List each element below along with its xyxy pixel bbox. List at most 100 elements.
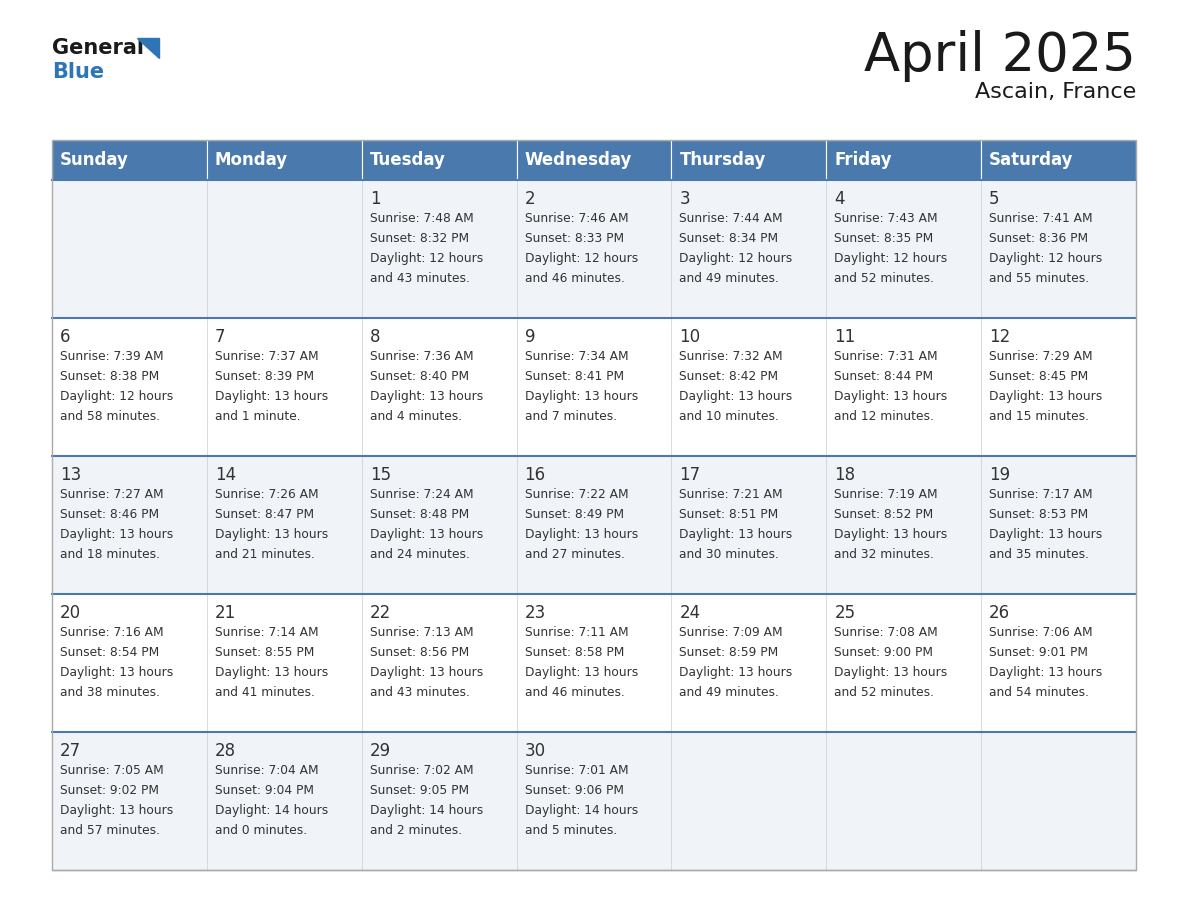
Text: and 58 minutes.: and 58 minutes. — [61, 410, 160, 423]
Bar — [52, 732, 207, 870]
Text: Sunrise: 7:36 AM: Sunrise: 7:36 AM — [369, 350, 473, 363]
Text: Daylight: 12 hours: Daylight: 12 hours — [834, 252, 948, 265]
Text: Sunrise: 7:29 AM: Sunrise: 7:29 AM — [990, 350, 1093, 363]
Text: 17: 17 — [680, 466, 701, 484]
Bar — [361, 180, 517, 318]
Text: Sunrise: 7:44 AM: Sunrise: 7:44 AM — [680, 212, 783, 225]
Bar — [981, 180, 1136, 318]
Bar — [207, 456, 361, 594]
Text: and 30 minutes.: and 30 minutes. — [680, 548, 779, 561]
Text: 16: 16 — [525, 466, 545, 484]
Text: and 57 minutes.: and 57 minutes. — [61, 824, 160, 837]
Bar — [981, 140, 1136, 180]
Text: 2: 2 — [525, 190, 536, 208]
Text: Sunrise: 7:14 AM: Sunrise: 7:14 AM — [215, 626, 318, 639]
Text: and 54 minutes.: and 54 minutes. — [990, 686, 1089, 699]
Text: Sunset: 8:49 PM: Sunset: 8:49 PM — [525, 508, 624, 521]
Text: 11: 11 — [834, 328, 855, 346]
Text: Friday: Friday — [834, 151, 892, 169]
Text: Sunset: 8:51 PM: Sunset: 8:51 PM — [680, 508, 778, 521]
Text: 8: 8 — [369, 328, 380, 346]
Text: and 1 minute.: and 1 minute. — [215, 410, 301, 423]
Text: and 27 minutes.: and 27 minutes. — [525, 548, 625, 561]
Text: Sunset: 8:54 PM: Sunset: 8:54 PM — [61, 646, 159, 659]
Text: Daylight: 12 hours: Daylight: 12 hours — [61, 390, 173, 403]
Bar — [827, 180, 981, 318]
Bar — [671, 456, 827, 594]
Text: Daylight: 13 hours: Daylight: 13 hours — [61, 666, 173, 679]
Bar — [361, 140, 517, 180]
Text: Sunrise: 7:24 AM: Sunrise: 7:24 AM — [369, 488, 473, 501]
Text: Daylight: 13 hours: Daylight: 13 hours — [680, 666, 792, 679]
Bar — [671, 318, 827, 456]
Text: Daylight: 13 hours: Daylight: 13 hours — [61, 804, 173, 817]
Bar — [827, 594, 981, 732]
Text: Daylight: 14 hours: Daylight: 14 hours — [369, 804, 484, 817]
Text: and 41 minutes.: and 41 minutes. — [215, 686, 315, 699]
Text: 14: 14 — [215, 466, 236, 484]
Text: Sunset: 9:05 PM: Sunset: 9:05 PM — [369, 784, 469, 797]
Text: 26: 26 — [990, 604, 1010, 622]
Text: Daylight: 13 hours: Daylight: 13 hours — [525, 666, 638, 679]
Bar — [517, 180, 671, 318]
Text: Daylight: 13 hours: Daylight: 13 hours — [369, 528, 484, 541]
Text: Sunrise: 7:16 AM: Sunrise: 7:16 AM — [61, 626, 164, 639]
Text: 15: 15 — [369, 466, 391, 484]
Text: Sunset: 8:40 PM: Sunset: 8:40 PM — [369, 370, 469, 383]
Text: Sunrise: 7:11 AM: Sunrise: 7:11 AM — [525, 626, 628, 639]
Text: Sunrise: 7:21 AM: Sunrise: 7:21 AM — [680, 488, 783, 501]
Text: Daylight: 14 hours: Daylight: 14 hours — [525, 804, 638, 817]
Bar — [517, 732, 671, 870]
Bar — [671, 180, 827, 318]
Text: Sunrise: 7:48 AM: Sunrise: 7:48 AM — [369, 212, 474, 225]
Text: Daylight: 13 hours: Daylight: 13 hours — [680, 528, 792, 541]
Bar — [361, 318, 517, 456]
Text: Sunset: 9:01 PM: Sunset: 9:01 PM — [990, 646, 1088, 659]
Text: 1: 1 — [369, 190, 380, 208]
Text: Sunrise: 7:39 AM: Sunrise: 7:39 AM — [61, 350, 164, 363]
Text: 22: 22 — [369, 604, 391, 622]
Text: Sunset: 8:56 PM: Sunset: 8:56 PM — [369, 646, 469, 659]
Bar — [361, 732, 517, 870]
Text: 12: 12 — [990, 328, 1010, 346]
Text: Daylight: 13 hours: Daylight: 13 hours — [215, 390, 328, 403]
Text: Daylight: 13 hours: Daylight: 13 hours — [369, 390, 484, 403]
Text: and 15 minutes.: and 15 minutes. — [990, 410, 1089, 423]
Bar — [207, 732, 361, 870]
Text: Sunset: 8:42 PM: Sunset: 8:42 PM — [680, 370, 778, 383]
Text: and 18 minutes.: and 18 minutes. — [61, 548, 160, 561]
Text: Sunset: 9:06 PM: Sunset: 9:06 PM — [525, 784, 624, 797]
Text: Sunset: 8:35 PM: Sunset: 8:35 PM — [834, 232, 934, 245]
Text: and 32 minutes.: and 32 minutes. — [834, 548, 934, 561]
Text: and 2 minutes.: and 2 minutes. — [369, 824, 462, 837]
Text: Sunset: 8:45 PM: Sunset: 8:45 PM — [990, 370, 1088, 383]
Text: 5: 5 — [990, 190, 999, 208]
Text: Sunrise: 7:08 AM: Sunrise: 7:08 AM — [834, 626, 939, 639]
Text: Sunset: 8:46 PM: Sunset: 8:46 PM — [61, 508, 159, 521]
Text: Sunset: 8:55 PM: Sunset: 8:55 PM — [215, 646, 315, 659]
Text: Daylight: 13 hours: Daylight: 13 hours — [215, 528, 328, 541]
Text: and 7 minutes.: and 7 minutes. — [525, 410, 617, 423]
Text: Daylight: 13 hours: Daylight: 13 hours — [990, 666, 1102, 679]
Text: 18: 18 — [834, 466, 855, 484]
Bar — [517, 140, 671, 180]
Bar — [207, 594, 361, 732]
Text: and 38 minutes.: and 38 minutes. — [61, 686, 160, 699]
Bar — [52, 140, 1136, 870]
Text: Daylight: 13 hours: Daylight: 13 hours — [834, 390, 948, 403]
Bar — [517, 456, 671, 594]
Text: Sunrise: 7:04 AM: Sunrise: 7:04 AM — [215, 764, 318, 777]
Text: and 0 minutes.: and 0 minutes. — [215, 824, 307, 837]
Text: Daylight: 13 hours: Daylight: 13 hours — [834, 528, 948, 541]
Text: 25: 25 — [834, 604, 855, 622]
Text: Sunrise: 7:05 AM: Sunrise: 7:05 AM — [61, 764, 164, 777]
Text: Saturday: Saturday — [990, 151, 1074, 169]
Text: Daylight: 14 hours: Daylight: 14 hours — [215, 804, 328, 817]
Text: Sunrise: 7:26 AM: Sunrise: 7:26 AM — [215, 488, 318, 501]
Bar — [981, 456, 1136, 594]
Text: Sunset: 8:41 PM: Sunset: 8:41 PM — [525, 370, 624, 383]
Text: Sunset: 8:52 PM: Sunset: 8:52 PM — [834, 508, 934, 521]
Bar — [361, 456, 517, 594]
Text: and 43 minutes.: and 43 minutes. — [369, 686, 469, 699]
Text: 13: 13 — [61, 466, 81, 484]
